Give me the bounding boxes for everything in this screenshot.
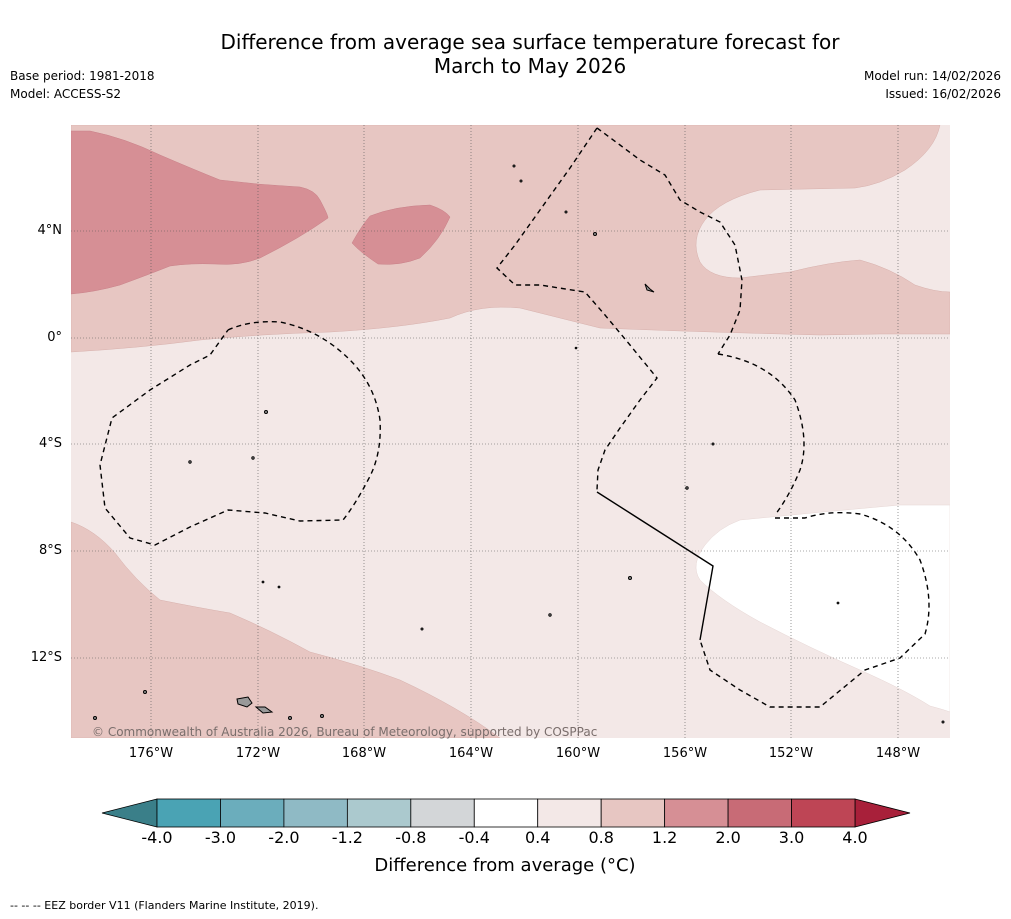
lon-label-156w: 156°W <box>662 746 708 761</box>
colorbar-under-arrow <box>101 798 158 828</box>
anomaly-band-1.2-2.0-center <box>351 204 451 265</box>
lon-label-152w: 152°W <box>768 746 814 761</box>
model-run: Model run: 14/02/2026 <box>863 69 1001 83</box>
colorbar-tick-6: 0.4 <box>524 828 551 847</box>
map-title: Difference from average sea surface temp… <box>130 30 930 78</box>
lon-label-160w: 160°W <box>555 746 601 761</box>
lat-label-4s: 4°S <box>38 436 62 451</box>
colorbar-cell-6 <box>537 798 602 828</box>
eez-legend-footnote: -- -- -- EEZ border V11 (Flanders Marine… <box>10 899 319 912</box>
colorbar-tick-0: -4.0 <box>141 828 173 847</box>
lon-label-176w: 176°W <box>128 746 174 761</box>
colorbar-over-arrow <box>854 798 911 828</box>
lon-label-168w: 168°W <box>341 746 387 761</box>
island-tokelau-atafu <box>264 410 268 414</box>
colorbar-cell-0 <box>156 798 221 828</box>
eez-borders <box>99 127 930 708</box>
island-teraina <box>519 179 523 183</box>
sst-anomaly-field <box>71 125 950 738</box>
island-samoa-tutuila <box>254 706 274 714</box>
graticule <box>71 125 950 738</box>
copyright-notice: © Commonwealth of Australia 2026, Bureau… <box>92 725 598 739</box>
anomaly-band-0.8-1.2-north <box>71 125 950 353</box>
eez-border-kiribati-north <box>596 127 743 355</box>
island-small-6 <box>836 601 840 605</box>
island-tabuaeran <box>593 232 597 236</box>
eez-border-solid-segment <box>596 491 714 641</box>
meta-left: Base period: 1981-2018 Model: ACCESS-S2 <box>10 67 155 103</box>
colorbar-cell-9 <box>727 798 792 828</box>
colorbar-tick-7: 0.8 <box>588 828 614 847</box>
eez-border-kiribati-west <box>496 127 658 491</box>
anomaly-band-neutral-southeast <box>695 504 950 713</box>
island-samoa-upolu <box>236 696 253 708</box>
colorbar-tick-10: 3.0 <box>778 828 805 847</box>
lat-label-4n: 4°N <box>37 223 63 238</box>
colorbar-tick-1: -3.0 <box>204 828 237 847</box>
island-penrhyn <box>628 576 632 580</box>
island-palmyra <box>512 164 516 168</box>
colorbar-cell-3 <box>346 798 412 828</box>
island-caroline <box>685 486 689 490</box>
colorbar-tick-2: -2.0 <box>268 828 300 847</box>
colorbar-cell-1 <box>220 798 285 828</box>
colorbar-cell-7 <box>600 798 666 828</box>
colorbar <box>101 798 911 828</box>
title-line-1: Difference from average sea surface temp… <box>220 30 840 54</box>
colorbar-cells <box>156 798 856 828</box>
colorbar-tick-9: 2.0 <box>715 828 741 847</box>
island-small-7 <box>941 720 945 724</box>
colorbar-cell-8 <box>664 798 729 828</box>
island-vostok <box>711 442 715 446</box>
island-kingman <box>564 210 568 214</box>
island-rakahanga <box>548 613 552 617</box>
title-line-2: March to May 2026 <box>433 54 627 78</box>
colorbar-tick-8: 1.2 <box>651 828 678 847</box>
colorbar-title: Difference from average (°C) <box>374 855 636 876</box>
lat-label-8s: 8°S <box>38 543 62 558</box>
eez-border-french-polynesia <box>699 511 930 708</box>
island-tokelau-fakaofo <box>251 456 255 460</box>
lon-label-148w: 148°W <box>875 746 921 761</box>
lat-label-12s: 12°S <box>30 650 62 665</box>
island-swains <box>143 690 147 694</box>
island-suwarrow <box>420 627 424 631</box>
colorbar-cell-5 <box>473 798 539 828</box>
island-small-1 <box>277 585 281 589</box>
island-small-5 <box>320 714 324 718</box>
anomaly-band-1.2-2.0-northwest <box>71 130 329 295</box>
island-small-4 <box>288 716 292 720</box>
lat-label-0: 0° <box>47 330 62 345</box>
model-name: Model: ACCESS-S2 <box>10 87 122 101</box>
colorbar-cell-2 <box>283 798 348 828</box>
colorbar-tick-3: -1.2 <box>331 828 363 847</box>
colorbar-cell-4 <box>410 798 475 828</box>
colorbar-cell-10 <box>791 798 856 828</box>
eez-border-tokelau <box>99 320 381 546</box>
colorbar-tick-4: -0.8 <box>395 828 427 847</box>
island-small-2 <box>261 580 265 584</box>
lon-label-164w: 164°W <box>448 746 494 761</box>
lon-label-172w: 172°W <box>235 746 281 761</box>
issued-date: Issued: 16/02/2026 <box>885 87 1001 101</box>
islands <box>93 164 945 724</box>
island-kiritimati <box>644 283 655 293</box>
island-jarvis <box>574 346 578 350</box>
anomaly-band-0.8-1.2-south <box>71 521 501 738</box>
colorbar-tick-11: 4.0 <box>842 828 868 847</box>
island-swains-north <box>188 460 192 464</box>
colorbar-tick-5: -0.4 <box>458 828 490 847</box>
meta-right: Model run: 14/02/2026 Issued: 16/02/2026 <box>864 67 1001 103</box>
base-period: Base period: 1981-2018 <box>10 69 155 83</box>
island-small-3 <box>93 716 97 720</box>
